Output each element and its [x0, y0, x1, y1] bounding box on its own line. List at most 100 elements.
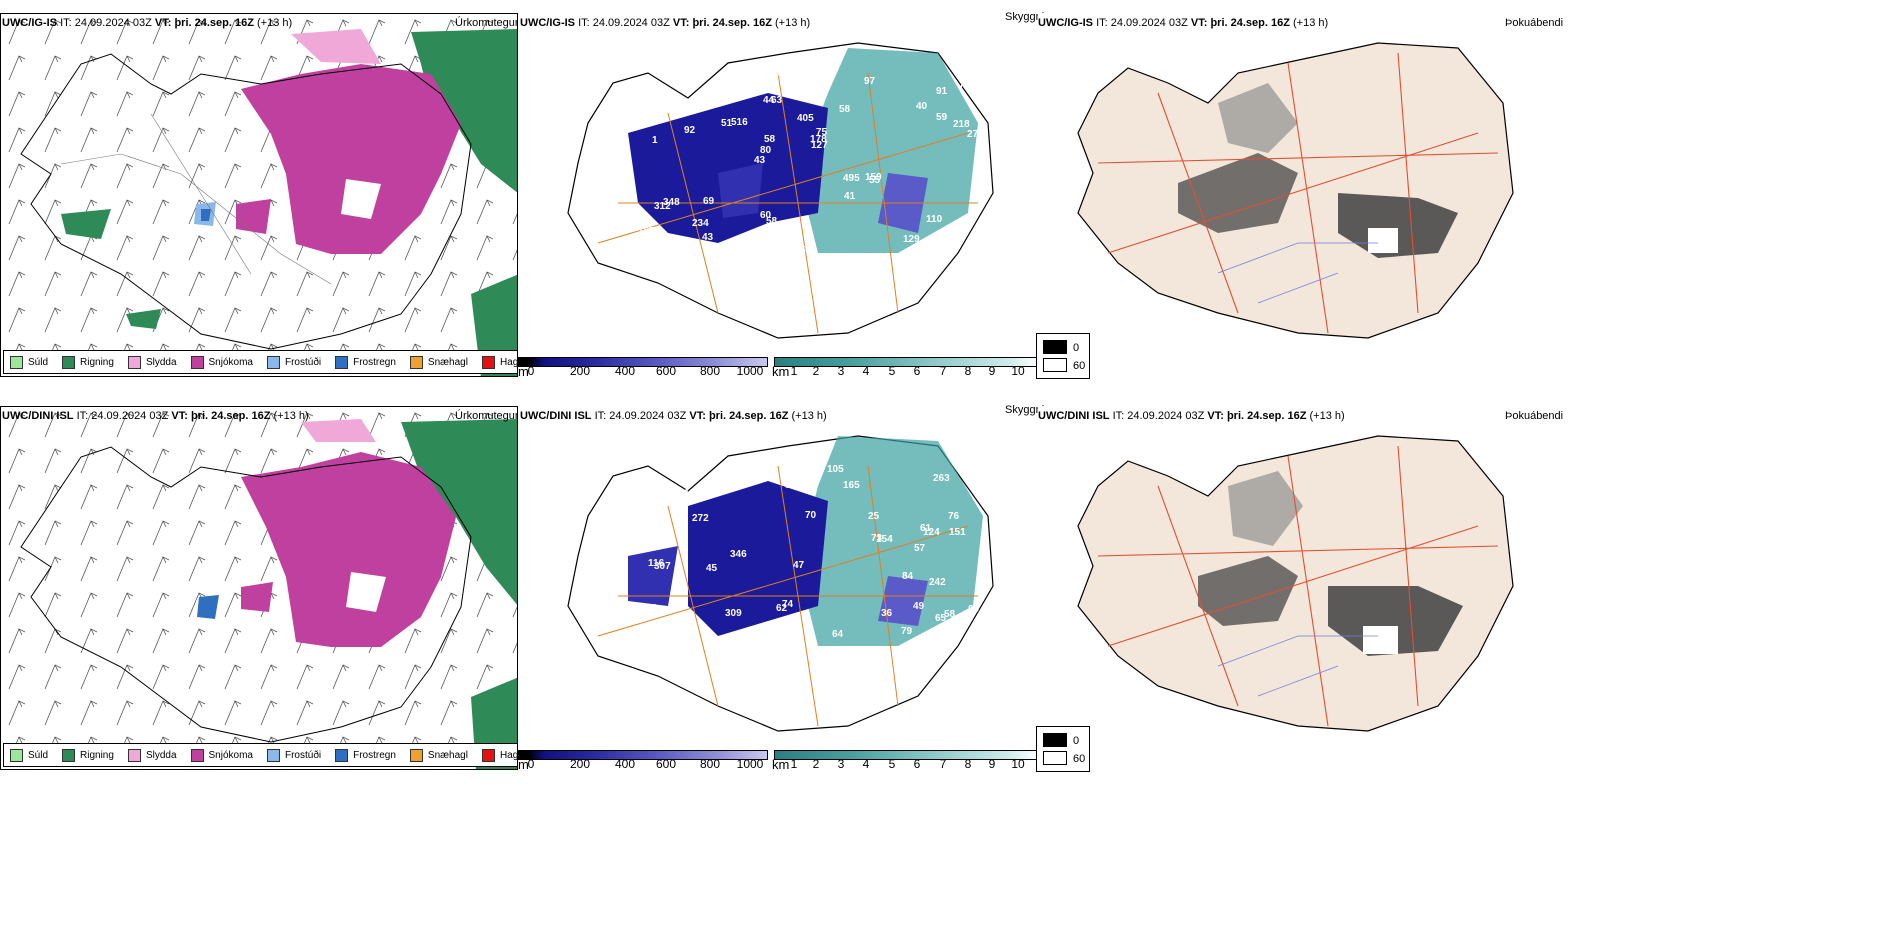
visibility-value-label: 531 — [800, 245, 817, 256]
it-value: 24.09.2024 03Z — [1127, 410, 1205, 422]
visibility-value-label: 263 — [933, 473, 950, 484]
legend-label: Snjókoma — [208, 749, 253, 761]
vt-label: VT: — [1207, 410, 1224, 422]
visibility-value-label: 97 — [864, 76, 876, 87]
visibility-value-label: 45 — [706, 563, 718, 574]
model-name: UWC/IG-IS — [1038, 17, 1093, 29]
legend-item: Rigning — [62, 748, 114, 762]
visibility-value-label: 13 — [755, 634, 767, 645]
tick: 10 — [1011, 364, 1025, 378]
visibility-panel-2: 49 76 58 70 53 96 61 309 263 272 151 105 57 13 46 118 65… — [518, 406, 1038, 772]
tick: 1000 — [736, 364, 764, 378]
tick: 1 — [790, 364, 798, 378]
tick: 6 — [913, 757, 921, 771]
visibility-value-label: 66 — [641, 239, 653, 250]
legend-label: Slydda — [145, 749, 177, 761]
visibility-value-label: 46 — [701, 95, 713, 106]
visibility-value-label: 495 — [843, 173, 860, 184]
km-unit: km — [772, 364, 790, 379]
legend-label: Frostúði — [284, 749, 322, 761]
legend-item: Rigning — [62, 355, 114, 369]
legend-item: Snjókoma — [190, 355, 253, 369]
visibility-value-label: 72 — [657, 93, 669, 104]
tick: 5 — [888, 757, 896, 771]
visibility-value-label: 63 — [771, 95, 783, 106]
visibility-value-label: 60 — [968, 604, 980, 615]
fog-map-1 — [1038, 13, 1558, 353]
legend-swatch — [127, 355, 141, 369]
tick: 9 — [988, 757, 996, 771]
visibility-value-label: 116 — [648, 558, 665, 569]
fog-key-low: 60 — [1073, 360, 1086, 372]
legend-swatch — [266, 355, 280, 369]
vt-label: VT: — [1190, 17, 1208, 29]
visibility-value-label: 58 — [764, 134, 776, 145]
visibility-value-label: 124 — [923, 527, 940, 538]
it-value: 24.09.2024 03Z — [1110, 17, 1188, 29]
tick: 4 — [862, 757, 870, 771]
tick: 2 — [812, 364, 820, 378]
visibility-value-label: 105 — [827, 464, 844, 475]
visibility-value-label: 41 — [844, 191, 856, 202]
tick: 8 — [964, 757, 972, 771]
tick: 800 — [699, 757, 721, 771]
lead-time: (+13 h) — [1293, 17, 1329, 29]
model-name: UWC/IG-IS — [2, 17, 57, 29]
visibility-map-1: 5319143581044405348516187234637555722042… — [518, 13, 1038, 353]
visibility-value-label: 58 — [944, 609, 956, 620]
legend-label: Súld — [28, 749, 49, 761]
legend-label: Snæhagl — [427, 356, 468, 368]
visibility-value-label: 516 — [731, 117, 748, 128]
visibility-value-label: 73 — [959, 80, 971, 91]
legend-item: Slydda — [127, 355, 177, 369]
vt-value: þri. 24.sep. 16Z — [174, 17, 254, 29]
legend-item: Frostregn — [335, 748, 396, 762]
tick: 3 — [837, 757, 845, 771]
visibility-value-label: 62 — [776, 603, 788, 614]
fog-key-black — [1043, 340, 1067, 354]
visibility-value-label: 275 — [967, 129, 984, 140]
visibility-value-label: 53 — [649, 624, 661, 635]
tick: 1000 — [736, 757, 764, 771]
visibility-value-label: 127 — [811, 140, 828, 151]
visibility-value-label: 44 — [763, 95, 775, 106]
visibility-value-label: 74 — [782, 599, 794, 610]
vt-label: VT: — [672, 17, 690, 29]
it-label: IT: — [594, 410, 607, 422]
vt-value: þri. 24.sep. 16Z — [1210, 17, 1290, 29]
legend-label: Snjókoma — [208, 356, 253, 368]
legend-item: Frostúði — [266, 748, 322, 762]
fog-key-high: 0 — [1073, 342, 1080, 354]
panel-title: Þokuábendi — [1505, 410, 1564, 422]
panel-header: UWC/DINI ISL IT: 24.09.2024 03Z VT: þri.… — [2, 410, 309, 422]
visibility-colorbar: m 0 200 400 600 800 1000 km 1 2 3 4 5 6 … — [518, 750, 1038, 772]
visibility-value-label: 165 — [843, 480, 860, 491]
legend-swatch — [62, 748, 76, 762]
tick: 600 — [655, 364, 677, 378]
fog-key-high: 0 — [1073, 735, 1080, 747]
it-label: IT: — [76, 410, 89, 422]
tick: 7 — [939, 364, 947, 378]
vt-value: þri. 24.sep. 16Z — [190, 410, 271, 422]
visibility-value-label: 178 — [810, 134, 827, 145]
model-name: UWC/DINI ISL — [520, 410, 592, 422]
vt-label: VT: — [171, 410, 188, 422]
panel-title: Úrkomutegund — [455, 17, 528, 29]
legend-item: Snæhagl — [409, 355, 468, 369]
vt-value: þri. 24.sep. 16Z — [1226, 410, 1307, 422]
tick: 10 — [1011, 757, 1025, 771]
legend-label: Slydda — [145, 356, 177, 368]
visibility-value-label: 57 — [914, 543, 926, 554]
visibility-value-label: 147 — [750, 627, 767, 638]
legend-label: Snæhagl — [427, 749, 468, 761]
visibility-value-label: 69 — [703, 196, 715, 207]
visibility-panel-1: 53 1 91 43 58 10 44 405 348 516 187 234 63 75 55 72 204 2… — [518, 13, 1038, 379]
tick: 8 — [964, 364, 972, 378]
visibility-value-label: 118 — [679, 488, 696, 499]
tick: 400 — [614, 364, 636, 378]
visibility-value-label: 64 — [832, 629, 844, 640]
visibility-value-label: 105 — [640, 497, 657, 508]
legend-swatch — [10, 748, 23, 762]
visibility-value-label: 75 — [816, 127, 828, 138]
vt-label: VT: — [689, 410, 706, 422]
